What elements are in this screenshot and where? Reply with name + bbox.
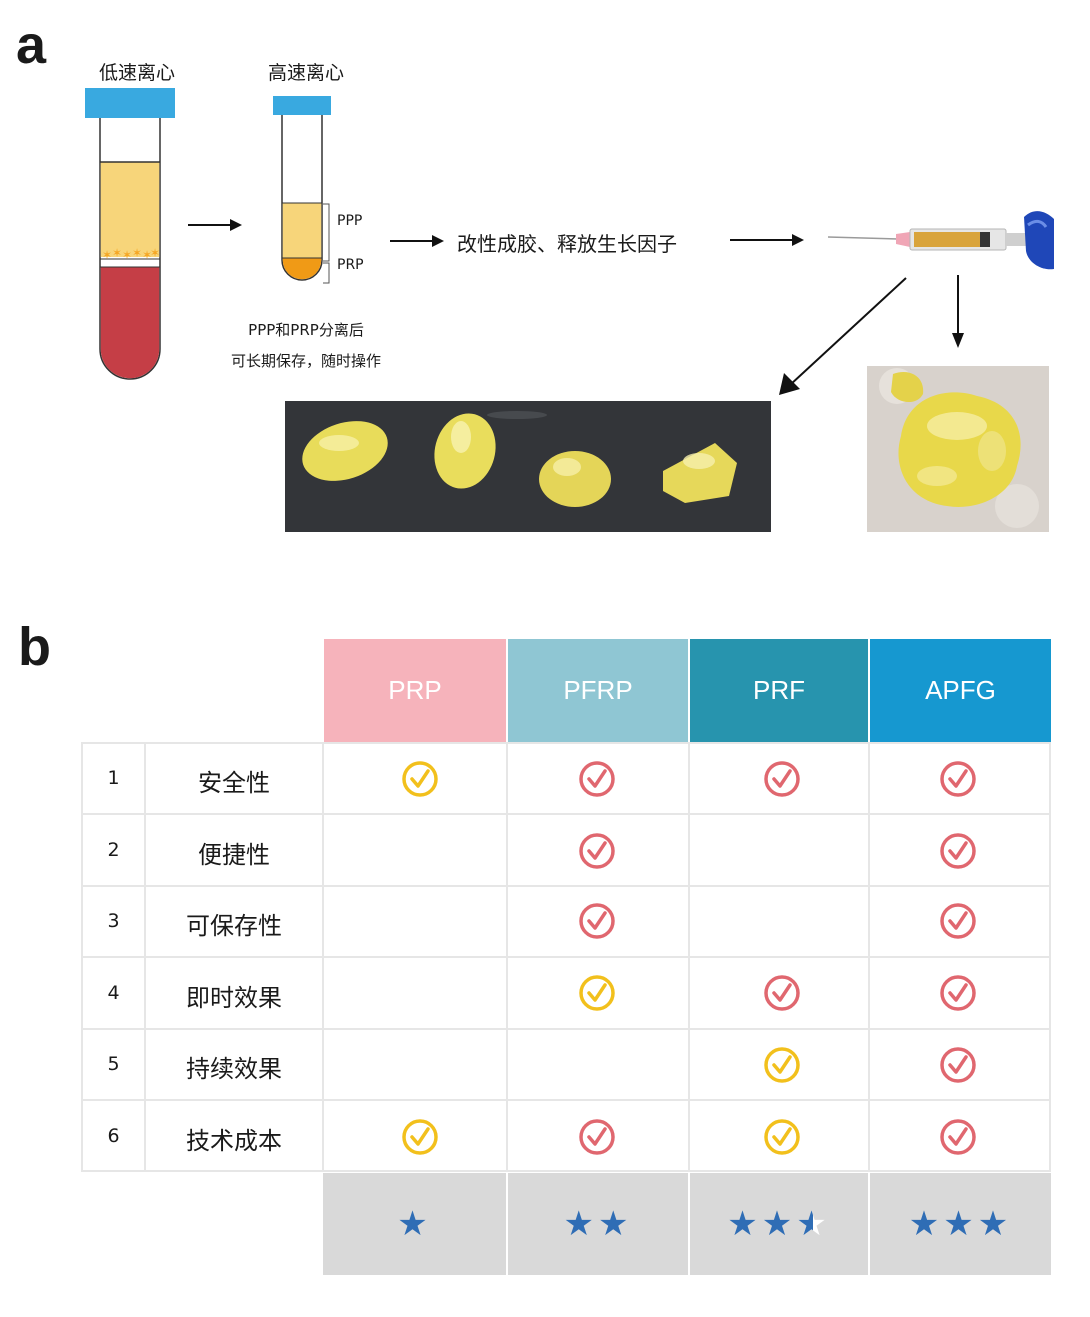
rating-cell-apfg: ★★★ (870, 1173, 1051, 1275)
low-speed-centrifuge-title: 低速离心 (98, 62, 175, 84)
row-number: 1 (107, 767, 120, 789)
grid-line (506, 742, 508, 1172)
grid-line (1049, 742, 1051, 1172)
svg-text:✶: ✶ (150, 246, 160, 260)
ppp-label: PPP (337, 213, 363, 229)
column-header-label: PRF (753, 675, 805, 705)
gel-photo-paper (867, 366, 1049, 532)
separation-note-line1: PPP和PRP分离后 (248, 321, 364, 339)
process-description: 改性成胶、释放生长因子 (457, 232, 677, 256)
grid-line (81, 742, 1051, 744)
arrow-down-left-icon (779, 277, 907, 395)
panel-a-label: a (16, 15, 47, 75)
check-circle-icon (577, 831, 617, 871)
blood-tube-low-speed: ✶ ✶ ✶ ✶ ✶✶ (85, 88, 175, 380)
separation-note-line2: 可长期保存，随时操作 (230, 352, 381, 370)
rating-cell-pfrp: ★★ (508, 1173, 688, 1275)
check-circle-icon (577, 759, 617, 799)
check-circle-icon (938, 1045, 978, 1085)
star-rating-icon: ★★★ (908, 1204, 1013, 1244)
row-label-storability: 可保存性 (186, 912, 282, 940)
row-label-technical-cost: 技术成本 (186, 1127, 282, 1155)
grid-line (81, 1028, 1051, 1030)
arrow-right-icon (390, 235, 444, 247)
star-rating-icon: ★★★★ (727, 1204, 831, 1244)
grid-line (868, 742, 870, 1172)
row-label-immediate-effect: 即时效果 (186, 984, 282, 1012)
column-header-label: PFRP (563, 675, 633, 705)
grid-line (81, 1170, 1051, 1172)
check-circle-icon (938, 901, 978, 941)
row-number: 5 (107, 1053, 120, 1075)
grid-line (81, 813, 1051, 815)
grid-line (688, 742, 690, 1172)
check-circle-icon (400, 759, 440, 799)
svg-text:✶: ✶ (112, 246, 122, 260)
check-circle-icon (938, 1117, 978, 1157)
star-rating-icon: ★ (397, 1204, 432, 1244)
arrow-down-icon (952, 275, 964, 348)
grid-line (144, 742, 146, 1172)
row-number: 2 (107, 839, 120, 861)
check-circle-icon (577, 1117, 617, 1157)
grid-line (81, 885, 1051, 887)
check-circle-icon (762, 1045, 802, 1085)
grid-line (81, 956, 1051, 958)
grid-line (322, 742, 324, 1172)
column-header-label: PRP (388, 675, 442, 705)
column-header-label: APFG (925, 675, 996, 705)
rating-cell-prp: ★ (323, 1173, 506, 1275)
column-header-apfg: APFG (870, 639, 1051, 742)
svg-text:✶: ✶ (132, 246, 142, 260)
prp-label: PRP (337, 257, 364, 273)
check-circle-icon (762, 1117, 802, 1157)
row-label-sustained-effect: 持续效果 (186, 1055, 282, 1083)
check-circle-icon (400, 1117, 440, 1157)
rating-cell-prf: ★★★★ (690, 1173, 868, 1275)
high-speed-centrifuge-title: 高速离心 (267, 62, 344, 84)
grid-line (81, 1099, 1051, 1101)
panel-b-label: b (18, 617, 51, 677)
gel-photo-dark (285, 401, 771, 532)
star-rating-icon: ★★ (563, 1204, 633, 1244)
arrow-right-icon (188, 219, 242, 231)
column-header-pfrp: PFRP (508, 639, 688, 742)
svg-text:✶: ✶ (102, 248, 112, 262)
svg-text:✶: ✶ (122, 248, 132, 262)
row-label-convenience: 便捷性 (198, 841, 270, 869)
arrow-right-icon (730, 234, 804, 246)
column-header-prp: PRP (324, 639, 506, 742)
column-header-prf: PRF (690, 639, 868, 742)
check-circle-icon (762, 759, 802, 799)
svg-text:✶: ✶ (142, 248, 152, 262)
check-circle-icon (762, 973, 802, 1013)
row-label-safety: 安全性 (198, 769, 270, 797)
check-circle-icon (577, 973, 617, 1013)
layer-brackets (323, 203, 330, 284)
check-circle-icon (938, 759, 978, 799)
row-number: 3 (107, 910, 120, 932)
syringe-illustration (828, 211, 1054, 270)
check-circle-icon (577, 901, 617, 941)
blood-tube-high-speed (273, 96, 331, 281)
row-number: 6 (107, 1125, 120, 1147)
check-circle-icon (938, 831, 978, 871)
check-circle-icon (938, 973, 978, 1013)
grid-line (81, 742, 83, 1172)
row-number: 4 (107, 982, 120, 1004)
